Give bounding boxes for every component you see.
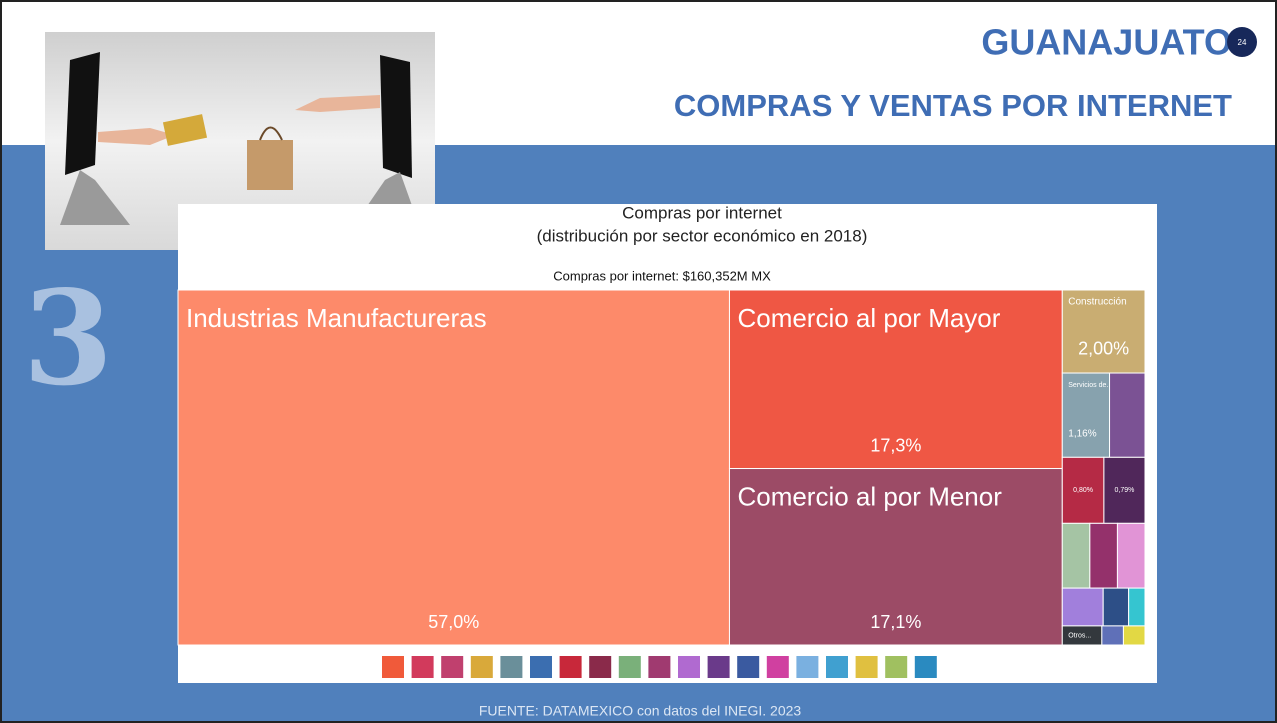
value-label: 0,79% [1115, 487, 1135, 494]
treemap-cell [728, 289, 1063, 470]
sector-icon [678, 656, 700, 678]
value-label: 57,0% [428, 612, 479, 632]
sector-icon [648, 656, 671, 678]
value-label: 17,3% [870, 435, 921, 455]
sector-icon [707, 656, 730, 678]
page-number: 24 [1238, 38, 1247, 47]
sector-icon [589, 656, 612, 678]
sector-icon [826, 656, 848, 678]
treemap-cell [1122, 625, 1146, 646]
sector-icon [411, 656, 434, 678]
value-label: 2,00% [1078, 339, 1129, 359]
sector-icon [737, 656, 760, 678]
sector-icon [382, 656, 404, 678]
sector-icons [382, 656, 937, 678]
treemap-cell [1116, 522, 1146, 589]
chart-total: Compras por internet: $160,352M MX [553, 268, 771, 283]
section-number: 3 [23, 262, 113, 415]
treemap-cell [1109, 372, 1146, 458]
value-label: 0,80% [1073, 487, 1093, 494]
cell-label: Comercio al por Mayor [737, 303, 1000, 333]
treemap-cell [1061, 587, 1104, 627]
source-note: FUENTE: DATAMEXICO con datos del INEGI. … [479, 703, 802, 719]
sector-icon [914, 656, 937, 678]
treemap-cell [177, 289, 730, 646]
cell-label: Otros... [1068, 632, 1091, 639]
sector-icon [470, 656, 493, 678]
cell-label: Industrias Manufactureras [186, 303, 487, 333]
treemap-cell [1089, 522, 1118, 589]
sector-icon [618, 656, 641, 678]
cell-label: Servicios de... [1068, 382, 1112, 389]
treemap-cell [1061, 289, 1146, 374]
treemap-cell [1102, 587, 1130, 627]
treemap-cell [1101, 625, 1124, 646]
sector-icon [885, 656, 908, 678]
treemap-cell [1128, 587, 1146, 627]
sector-icon [559, 656, 582, 678]
sector-icon [530, 656, 552, 678]
slide-subtitle: COMPRAS Y VENTAS POR INTERNET [674, 88, 1232, 123]
sector-icon [855, 656, 878, 678]
value-label: 1,16% [1068, 428, 1096, 439]
treemap-cell [1061, 372, 1111, 458]
cell-label: Construcción [1068, 297, 1126, 308]
sector-icon [441, 656, 464, 678]
cell-label: Comercio al por Menor [737, 481, 1002, 511]
sector-icon [796, 656, 819, 678]
treemap-cell [1061, 522, 1091, 589]
chart-subtitle: (distribución por sector económico en 20… [537, 226, 868, 245]
sector-icon [500, 656, 523, 678]
treemap-cell [1103, 456, 1146, 524]
chart-title: Compras por internet [622, 203, 782, 222]
sector-icon [766, 656, 789, 678]
page-badge [1227, 27, 1257, 57]
slide-title: GUANAJUATO [981, 22, 1232, 63]
treemap-cell [728, 468, 1063, 646]
value-label: 17,1% [870, 612, 921, 632]
